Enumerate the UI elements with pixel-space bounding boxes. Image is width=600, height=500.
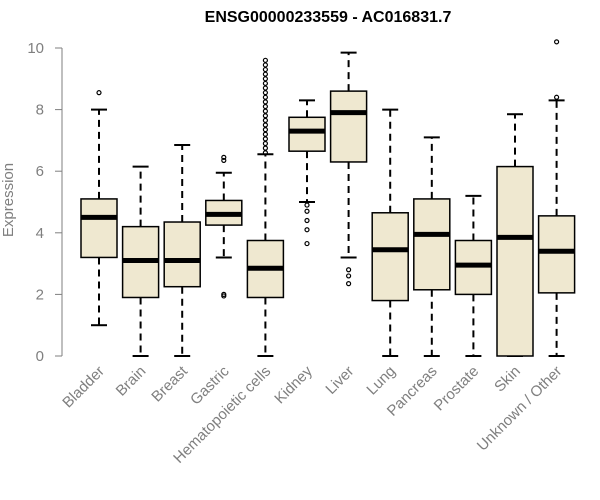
box-gastric bbox=[205, 154, 243, 299]
x-category-label: Breast bbox=[148, 362, 191, 405]
box-iqr bbox=[537, 215, 576, 294]
outlier-point bbox=[96, 90, 102, 96]
outlier-point bbox=[221, 154, 227, 160]
outlier-point bbox=[262, 85, 268, 91]
outlier-point bbox=[262, 145, 268, 151]
outlier-point bbox=[262, 127, 268, 133]
outlier-point bbox=[262, 57, 268, 63]
chart-title: ENSG00000233559 - AC016831.7 bbox=[205, 9, 452, 26]
outlier-point bbox=[262, 66, 268, 73]
outlier-point bbox=[304, 227, 310, 233]
outlier-point bbox=[262, 90, 268, 96]
outlier-point bbox=[262, 122, 268, 128]
outlier-point bbox=[304, 217, 310, 224]
x-category-label: Liver bbox=[322, 363, 357, 398]
outlier-point bbox=[262, 113, 268, 119]
outlier-point bbox=[304, 240, 310, 247]
outlier-point bbox=[553, 39, 560, 45]
outlier-point bbox=[221, 293, 227, 299]
boxes-group bbox=[80, 39, 576, 357]
box-prostate bbox=[454, 194, 493, 357]
outlier-point bbox=[346, 281, 352, 287]
box-iqr bbox=[80, 198, 118, 259]
box-hematopoietic-cells bbox=[246, 57, 285, 357]
x-category-label: Skin bbox=[491, 363, 524, 396]
x-category-label: Kidney bbox=[271, 362, 316, 407]
outlier-point bbox=[304, 202, 310, 208]
x-category-label: Brain bbox=[113, 363, 150, 400]
box-brain bbox=[121, 165, 160, 357]
x-category-label: Prostate bbox=[431, 363, 483, 415]
box-iqr bbox=[288, 116, 326, 152]
y-tick-label: 10 bbox=[27, 40, 44, 57]
outlier-point bbox=[262, 108, 268, 114]
x-category-label: Bladder bbox=[59, 363, 108, 412]
outlier-point bbox=[262, 94, 268, 100]
outlier-point bbox=[346, 267, 352, 273]
box-liver bbox=[329, 51, 368, 287]
box-bladder bbox=[80, 90, 118, 327]
box-lung bbox=[371, 108, 409, 357]
outlier-point bbox=[262, 150, 268, 156]
box-iqr bbox=[329, 90, 368, 163]
outlier-point bbox=[262, 99, 268, 105]
outlier-point bbox=[262, 136, 268, 142]
outlier-point bbox=[262, 71, 268, 77]
box-kidney bbox=[288, 99, 326, 247]
outlier-point bbox=[262, 76, 268, 82]
outlier-point bbox=[262, 103, 268, 110]
y-axis-ticks: 0 2 4 6 8 10 bbox=[27, 40, 62, 365]
box-unknown-other bbox=[537, 39, 576, 357]
y-tick-label: 0 bbox=[36, 348, 44, 365]
box-breast bbox=[163, 144, 201, 357]
outlier-point bbox=[262, 62, 268, 68]
x-category-label: Lung bbox=[363, 363, 399, 399]
box-iqr bbox=[413, 198, 451, 291]
outlier-point bbox=[346, 273, 352, 279]
outlier-point bbox=[262, 80, 268, 87]
outlier-point bbox=[262, 131, 268, 137]
box-iqr bbox=[163, 221, 201, 288]
outlier-point bbox=[553, 94, 560, 100]
outlier-point bbox=[262, 140, 268, 147]
box-iqr bbox=[371, 212, 409, 302]
box-skin bbox=[496, 113, 534, 357]
y-tick-label: 2 bbox=[36, 286, 44, 303]
outlier-point bbox=[304, 208, 310, 214]
y-tick-label: 4 bbox=[36, 225, 44, 242]
box-pancreas bbox=[413, 136, 451, 357]
box-iqr bbox=[496, 165, 534, 357]
outlier-point bbox=[262, 117, 268, 123]
outlier-point bbox=[221, 157, 227, 164]
y-axis-label: Expression bbox=[0, 163, 17, 237]
y-tick-label: 8 bbox=[36, 102, 44, 119]
y-tick-label: 6 bbox=[36, 163, 44, 180]
